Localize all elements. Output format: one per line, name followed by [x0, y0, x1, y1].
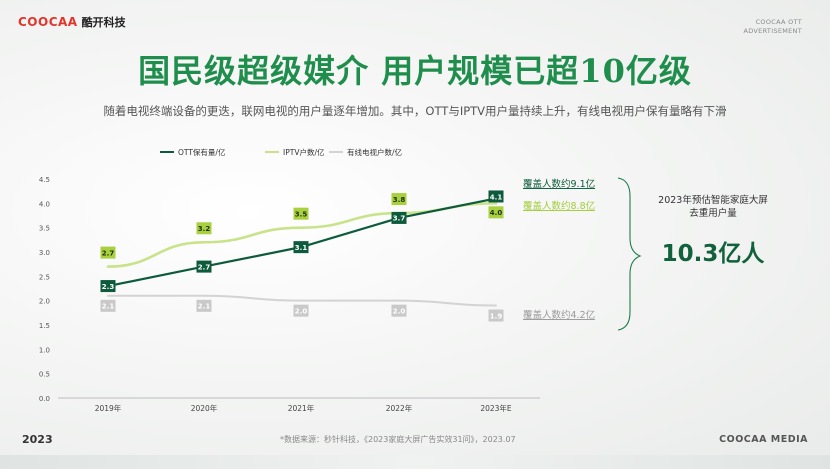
- y-tick-label: 1.5: [39, 322, 50, 330]
- iptv-data-label: 3.5: [295, 210, 308, 218]
- page-title: 国民级超级媒介 用户规模已超10亿级: [138, 52, 692, 90]
- ott-coverage-label: 覆盖人数约9.1亿: [523, 178, 595, 190]
- ott-data-label-box: [293, 241, 309, 254]
- iptv-coverage-label: 覆盖人数约8.8亿: [523, 200, 595, 212]
- y-tick-label: 2.0: [39, 298, 50, 306]
- ott-data-label-box: [488, 190, 504, 203]
- legend-label: 有线电视户数/亿: [347, 147, 403, 157]
- footer-band: [0, 455, 830, 469]
- page-subtitle: 随着电视终端设备的更迭，联网电视的用户量逐年增加。其中，OTT与IPTV用户量持…: [103, 104, 727, 118]
- cable-data-label-box: [293, 304, 309, 317]
- cable-data-label: 2.0: [393, 307, 406, 315]
- iptv-data-label: 3.2: [198, 225, 211, 233]
- footer-source: *数据来源：秒针科技，《2023家庭大屏广告实效31问》，2023.07: [280, 435, 516, 444]
- x-tick-label: 2020年: [191, 403, 218, 413]
- iptv-data-label: 3.8: [393, 196, 406, 204]
- ott-data-label-box: [196, 260, 212, 273]
- footer-year: 2023: [22, 433, 53, 446]
- cable-data-label: 2.0: [295, 307, 308, 315]
- brand-logo: COOCAA 酷开科技: [18, 14, 126, 30]
- y-tick-label: 4.5: [39, 176, 50, 184]
- logo-english: COOCAA: [18, 15, 78, 29]
- corner-line-1: COOCAA OTT: [755, 18, 802, 26]
- iptv-data-label-box: [100, 246, 116, 259]
- y-tick-label: 2.5: [39, 273, 50, 281]
- bracket-shape: [617, 177, 642, 331]
- iptv-data-label-box: [196, 222, 212, 235]
- iptv-data-label-box: [293, 207, 309, 220]
- y-tick-label: 0.0: [39, 395, 50, 403]
- cable-data-label: 2.1: [102, 303, 115, 311]
- logo-chinese: 酷开科技: [81, 16, 126, 29]
- iptv-data-label-box: [488, 206, 504, 219]
- side-total-value: 10.3亿人: [661, 241, 765, 267]
- side-caption-line-1: 2023年预估智能家庭大屏: [658, 195, 768, 206]
- legend-label: IPTV户数/亿: [283, 147, 325, 157]
- x-tick-label: 2019年: [95, 403, 122, 413]
- footer-brand: COOCAA MEDIA: [719, 434, 808, 445]
- side-caption: 2023年预估智能家庭大屏 去重用户量: [648, 194, 778, 220]
- x-tick-label: 2021年: [288, 403, 315, 413]
- ott-data-label-box: [100, 280, 116, 293]
- ott-data-label-box: [391, 211, 407, 224]
- cable-data-label: 2.1: [198, 303, 211, 311]
- y-tick-label: 1.0: [39, 346, 50, 354]
- side-caption-line-2: 去重用户量: [689, 208, 737, 219]
- y-tick-label: 3.5: [39, 225, 50, 233]
- cable-data-label-box: [196, 299, 212, 312]
- cable-data-label-box: [391, 304, 407, 317]
- y-tick-label: 0.5: [39, 371, 50, 379]
- ott-data-label: 3.1: [295, 244, 308, 252]
- iptv-data-label-box: [391, 193, 407, 206]
- ott-data-label: 2.3: [102, 283, 115, 291]
- corner-line-2: ADVERTISEMENT: [743, 27, 802, 35]
- x-tick-label: 2022年: [386, 403, 413, 413]
- cable-data-label: 1.9: [490, 312, 503, 320]
- corner-label: COOCAA OTT ADVERTISEMENT: [743, 18, 802, 36]
- iptv-data-label: 2.7: [102, 249, 115, 257]
- cable-coverage-label: 覆盖人数约4.2亿: [523, 309, 595, 321]
- y-tick-label: 3.0: [39, 249, 50, 257]
- cable-data-label-box: [488, 309, 504, 322]
- cable-data-label-box: [100, 299, 116, 312]
- legend-label: OTT保有量/亿: [178, 147, 226, 157]
- iptv-data-label: 4.0: [490, 209, 503, 217]
- ott-data-label: 2.7: [198, 263, 211, 271]
- y-tick-label: 4.0: [39, 200, 50, 208]
- x-tick-label: 2023年E: [480, 403, 512, 413]
- ott-data-label: 3.7: [393, 215, 406, 223]
- ott-data-label: 4.1: [490, 193, 503, 201]
- cable-series-line: [107, 294, 497, 307]
